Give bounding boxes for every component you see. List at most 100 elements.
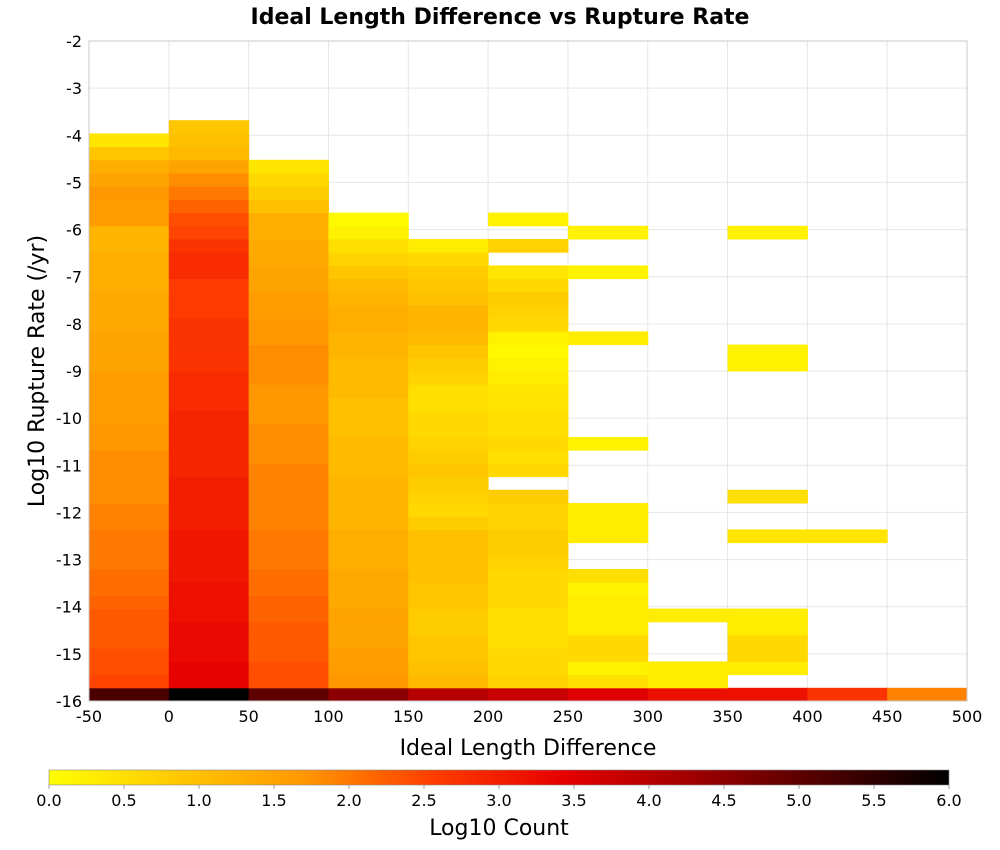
heatmap-cell: [168, 476, 250, 491]
colorbar-tick-label: 0.5: [111, 791, 136, 810]
heatmap-cell: [89, 516, 170, 530]
heatmap-cell: [727, 608, 808, 623]
heatmap-cell: [488, 674, 569, 689]
heatmap-cell: [168, 384, 250, 398]
heatmap-cell: [408, 450, 489, 464]
heatmap-cell: [89, 265, 170, 280]
heatmap-cell: [488, 648, 569, 662]
x-tick-label: 100: [313, 707, 344, 726]
heatmap-cell: [488, 212, 569, 227]
colorbar: [48, 769, 950, 786]
heatmap-cell: [248, 635, 329, 649]
heatmap-cell: [647, 661, 729, 676]
heatmap-cell: [248, 199, 329, 214]
heatmap-cell: [328, 674, 409, 689]
heatmap-cell: [328, 621, 409, 636]
heatmap-cell: [168, 555, 250, 570]
heatmap-cell: [89, 423, 170, 438]
heatmap-cell: [168, 278, 250, 293]
heatmap-cell: [168, 397, 250, 412]
heatmap-cell: [408, 582, 489, 596]
heatmap-cell: [408, 608, 489, 623]
heatmap-cell: [567, 582, 649, 596]
heatmap-cell: [328, 503, 409, 517]
x-tick-label: 200: [473, 707, 504, 726]
heatmap-cell: [248, 384, 329, 398]
heatmap-cell: [89, 476, 170, 491]
heatmap-cell: [328, 555, 409, 570]
x-tick-label: 400: [792, 707, 823, 726]
heatmap-cell: [248, 674, 329, 689]
heatmap-cell: [248, 661, 329, 676]
heatmap-cell: [248, 265, 329, 280]
colorbar-tick-label: 3.5: [561, 791, 586, 810]
heatmap-cell: [89, 225, 170, 240]
heatmap-cell: [567, 621, 649, 636]
heatmap-cell: [248, 542, 329, 557]
heatmap-cell: [488, 621, 569, 636]
x-tick-label: 0: [164, 707, 174, 726]
heatmap-cell: [248, 595, 329, 610]
heatmap-cell: [248, 344, 329, 359]
x-tick-label: 350: [712, 707, 743, 726]
heatmap-cell: [168, 344, 250, 359]
heatmap-cell: [727, 357, 808, 372]
heatmap-cell: [248, 212, 329, 227]
colorbar-tick-label: 1.5: [261, 791, 286, 810]
heatmap-cell: [248, 357, 329, 372]
heatmap-cell: [488, 542, 569, 557]
plot-frame: [88, 40, 968, 702]
heatmap-cell: [328, 397, 409, 412]
heatmap-cell: [168, 291, 250, 306]
heatmap-cell: [488, 582, 569, 596]
heatmap-cell: [89, 595, 170, 610]
colorbar-tick-label: 2.5: [411, 791, 436, 810]
heatmap-cell: [168, 621, 250, 636]
heatmap-cell: [89, 199, 170, 214]
heatmap-cell: [248, 503, 329, 517]
heatmap-cell: [488, 305, 569, 319]
heatmap-cell: [89, 212, 170, 227]
heatmap-cell: [408, 344, 489, 359]
heatmap-cell: [89, 661, 170, 676]
heatmap-cell: [567, 674, 649, 689]
x-axis-ticks: -50 0 50 100 150 200 250 300 350 400 450 500: [76, 707, 982, 726]
heatmap-cell: [328, 648, 409, 662]
heatmap-cell: [488, 489, 569, 504]
heatmap-cell: [488, 529, 569, 544]
heatmap-cell: [408, 542, 489, 557]
heatmap-cell: [248, 516, 329, 530]
y-tick-label: -10: [56, 409, 82, 428]
heatmap-cell: [248, 582, 329, 596]
heatmap-cell: [89, 489, 170, 504]
colorbar-tick-label: 5.5: [861, 791, 886, 810]
heatmap-cell: [248, 529, 329, 544]
x-tick-label: -50: [76, 707, 102, 726]
heatmap-cell: [488, 384, 569, 398]
heatmap-cell: [168, 423, 250, 438]
x-tick-label: 500: [952, 707, 983, 726]
heatmap-cell: [248, 463, 329, 478]
heatmap-cell: [408, 476, 489, 491]
y-tick-label: -6: [66, 221, 82, 240]
heatmap-cell: [567, 331, 649, 346]
heatmap-cell: [328, 371, 409, 385]
heatmap-cell: [248, 569, 329, 583]
y-axis-ticks: -2 -3 -4 -5 -6 -7 -8 -9 -10 -11 -12 -13 -14 -15 -16: [56, 32, 82, 711]
heatmap-cell: [248, 252, 329, 266]
x-tick-label: 50: [238, 707, 258, 726]
heatmap-cell: [89, 582, 170, 596]
heatmap-cell: [328, 278, 409, 293]
y-tick-label: -13: [56, 551, 82, 570]
heatmap-cell: [488, 503, 569, 517]
heatmap-cell: [89, 569, 170, 583]
heatmap-cell: [89, 186, 170, 200]
y-axis-label: Log10 Rupture Rate (/yr): [25, 235, 50, 507]
heatmap-cell: [328, 476, 409, 491]
heatmap-cell: [567, 265, 649, 280]
heatmap-cell: [488, 423, 569, 438]
heatmap-cell: [408, 687, 489, 702]
heatmap-cell: [89, 357, 170, 372]
heatmap-cell: [567, 437, 649, 451]
heatmap-cell: [89, 503, 170, 517]
